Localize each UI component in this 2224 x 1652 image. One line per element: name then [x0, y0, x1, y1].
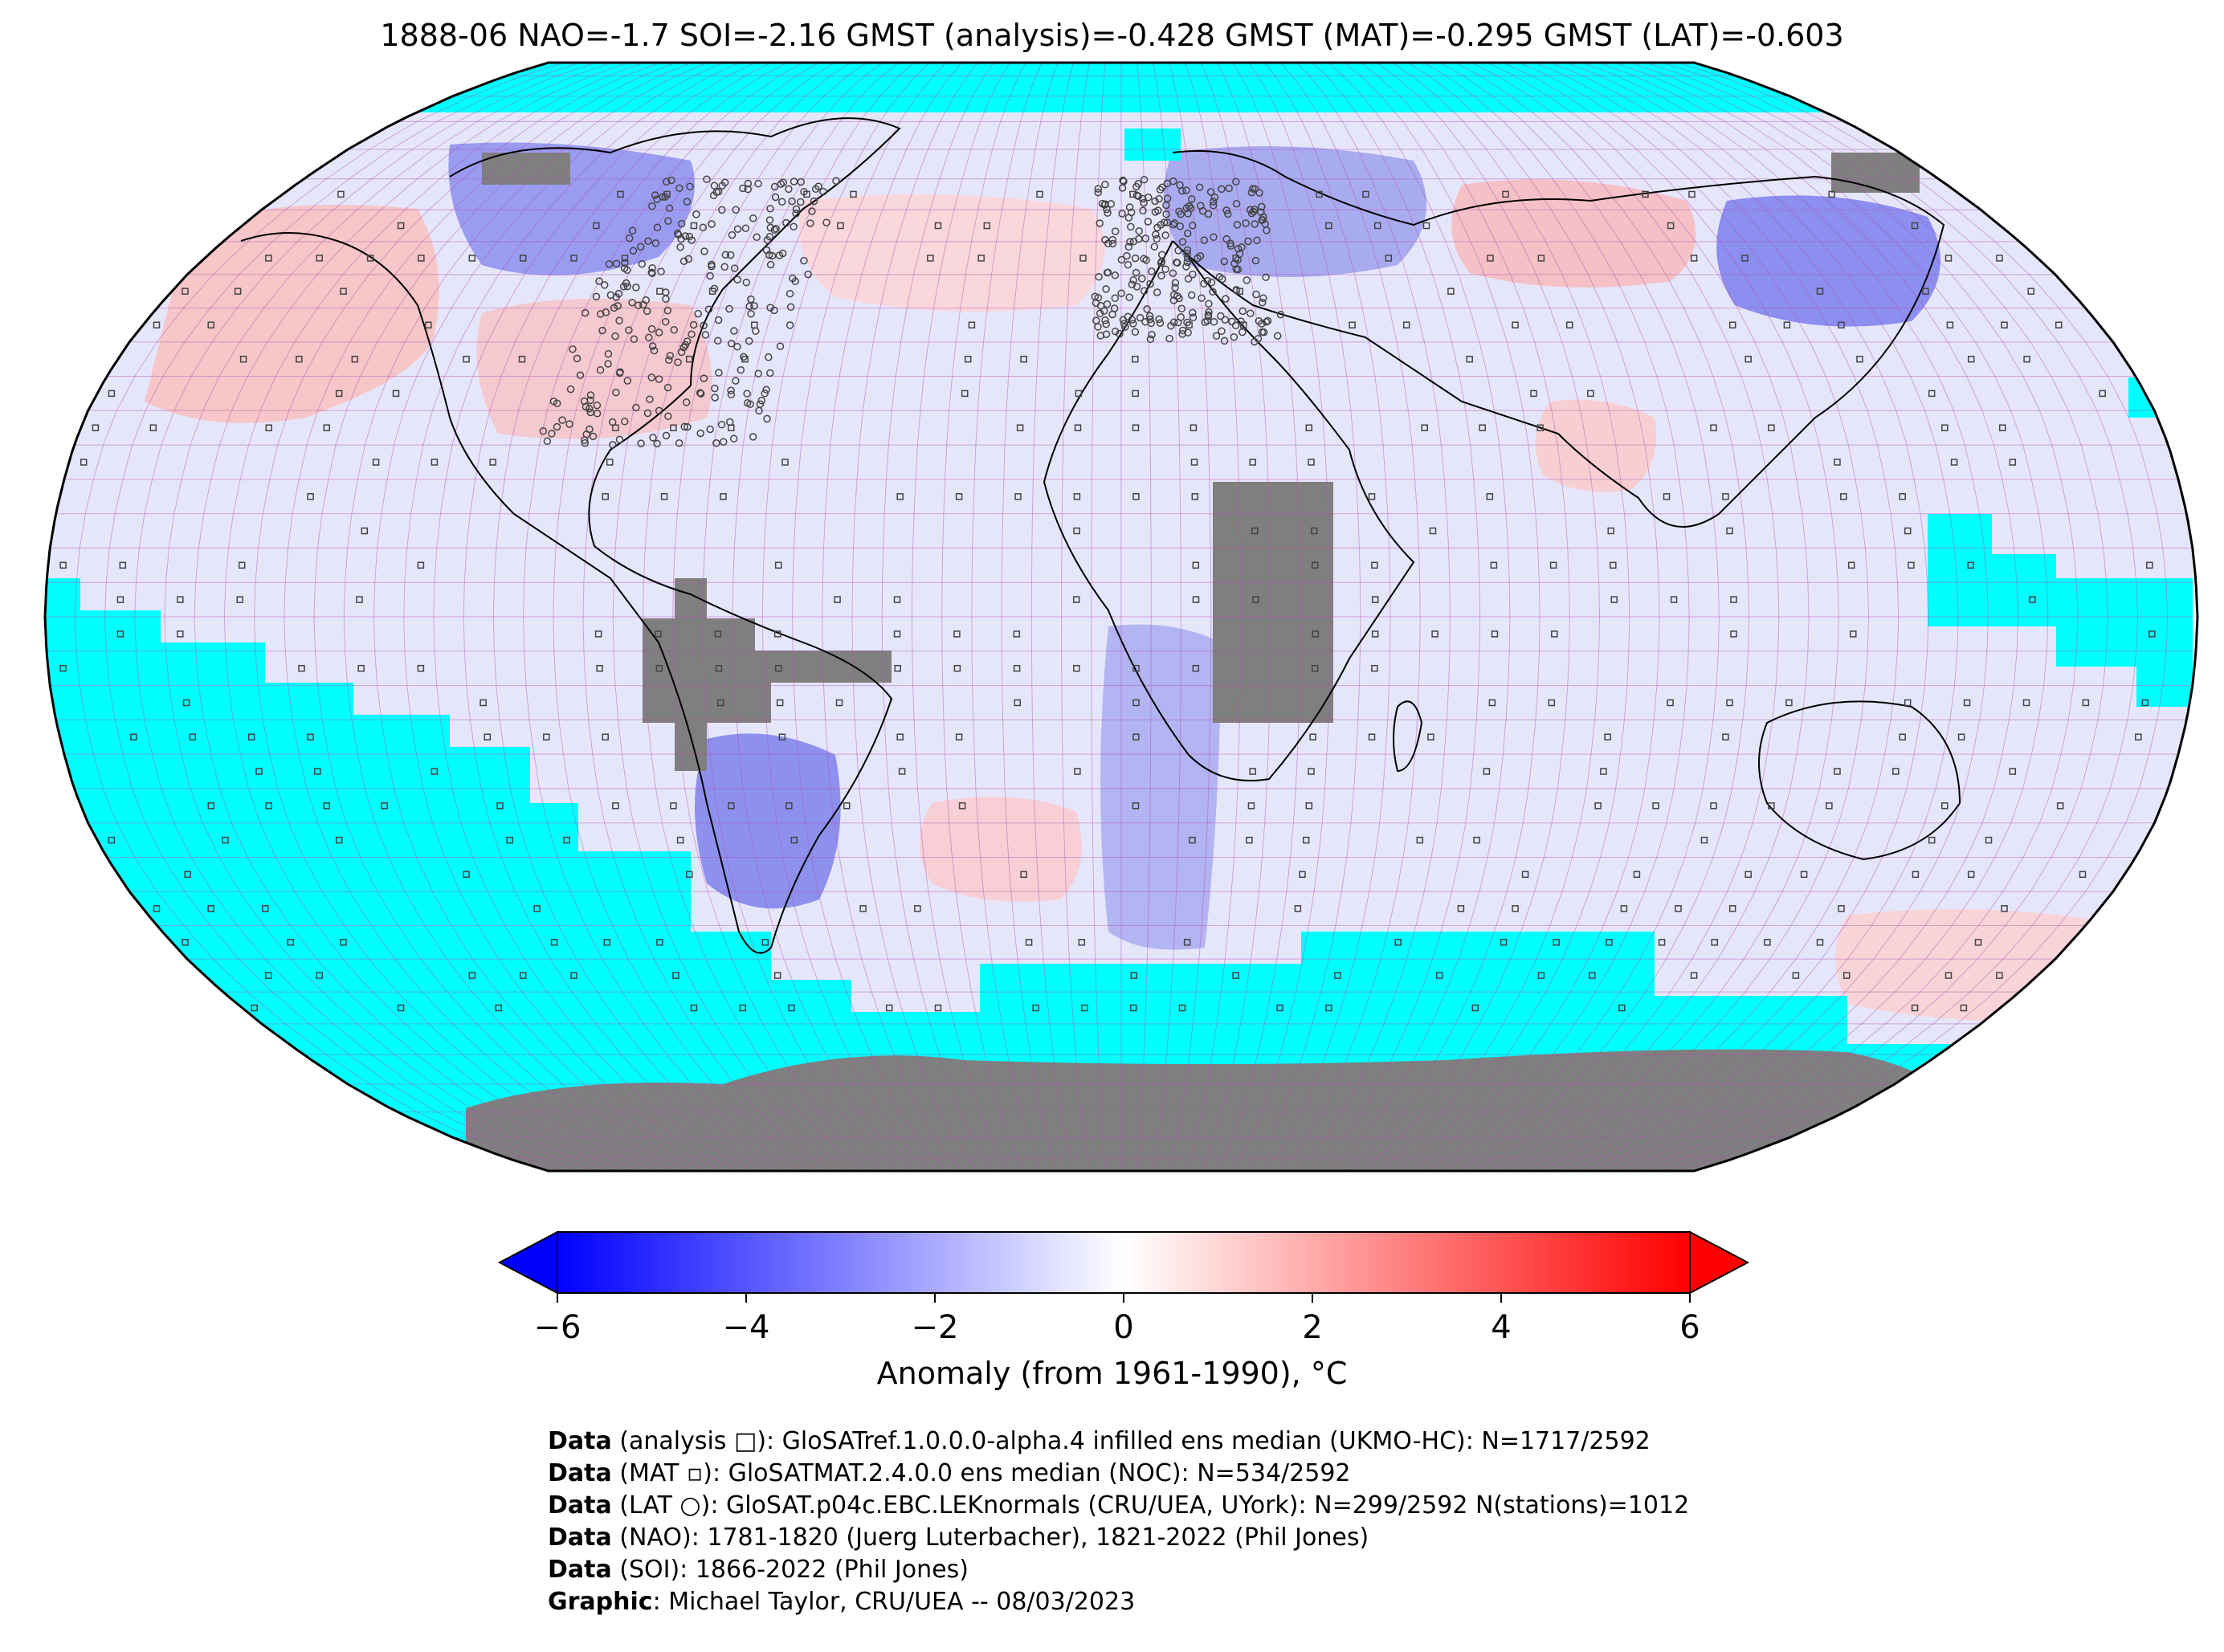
siberia-warm-patch	[1451, 179, 1696, 288]
north-pacific-missing	[2128, 377, 2193, 418]
colorbar-label: Anomaly (from 1961-1990), °C	[0, 1356, 2224, 1391]
colorbar-low-extend	[500, 1232, 557, 1293]
colorbar-tick-label: 4	[1491, 1309, 1511, 1346]
colorbar-tick-label: −2	[912, 1309, 959, 1346]
south-atlantic-cold-band	[1100, 625, 1221, 950]
south-america-cold-patch	[695, 733, 841, 908]
canada-no-data	[482, 153, 570, 185]
colorbar-tick-label: −4	[723, 1309, 770, 1346]
arctic-missing-band	[40, 56, 2193, 112]
credit-line: Data (LAT ○): GloSAT.p04c.EBC.LEKnormals…	[548, 1490, 1689, 1522]
credit-line: Data (analysis □): GloSATref.1.0.0.0-alp…	[548, 1426, 1689, 1458]
colorbar-high-extend	[1690, 1232, 1748, 1293]
credit-line: Data (SOI): 1866-2022 (Phil Jones)	[548, 1554, 1689, 1586]
north-atlantic-warm-patch	[799, 194, 1105, 312]
south-atlantic-warm-patch	[920, 797, 1082, 902]
colorbar-gradient	[557, 1232, 1690, 1293]
map-field	[40, 56, 2197, 1181]
colorbar	[500, 1232, 1748, 1303]
north-america-warm-patch	[476, 299, 712, 439]
central-africa-no-data	[1213, 482, 1333, 723]
credit-line: Data (MAT ▫): GloSATMAT.2.4.0.0 ens medi…	[548, 1458, 1689, 1490]
credits: Data (analysis □): GloSATref.1.0.0.0-alp…	[548, 1426, 1689, 1618]
colorbar-tick-label: 2	[1302, 1309, 1322, 1346]
colorbar-tick-label: −6	[534, 1309, 582, 1346]
east-asia-cold-patch	[1716, 195, 1940, 326]
colorbar-tick-label: 0	[1113, 1309, 1133, 1346]
credit-line: Graphic: Michael Taylor, CRU/UEA -- 08/0…	[548, 1586, 1689, 1618]
arctic-missing-cell	[1124, 128, 1181, 161]
colorbar-ticks	[557, 1293, 1690, 1303]
colorbar-tick-label: 6	[1679, 1309, 1700, 1346]
credit-line: Data (NAO): 1781-1820 (Juerg Luterbacher…	[548, 1522, 1689, 1554]
